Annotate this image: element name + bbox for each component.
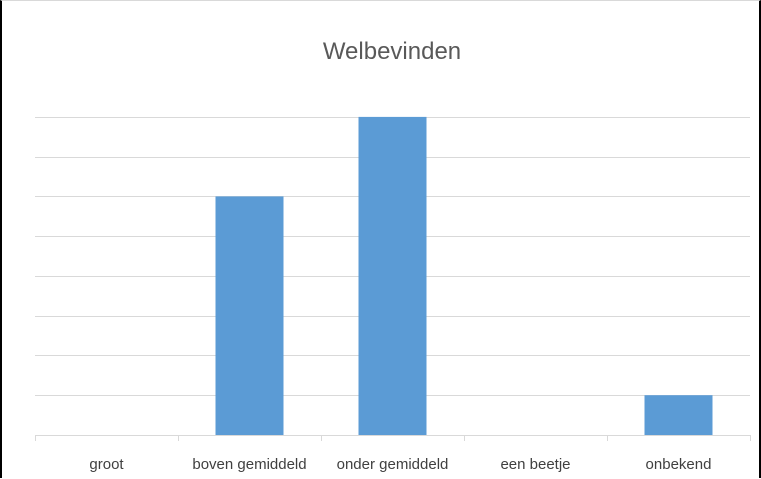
x-axis <box>35 435 751 441</box>
x-tick-label: onder gemiddeld <box>337 456 449 473</box>
bar-2 <box>358 116 427 436</box>
x-tick-label: een beetje <box>500 456 570 473</box>
bars <box>215 116 713 436</box>
bar-1 <box>215 196 284 435</box>
x-tick-labels: groot boven gemiddeld onder gemiddeld een b… <box>89 456 711 473</box>
chart-title: Welbevinden <box>323 38 461 65</box>
x-tick-label: boven gemiddeld <box>192 456 306 473</box>
x-tick-label: groot <box>89 456 124 473</box>
x-tick-label: onbekend <box>646 456 712 473</box>
bar-4 <box>644 395 713 435</box>
